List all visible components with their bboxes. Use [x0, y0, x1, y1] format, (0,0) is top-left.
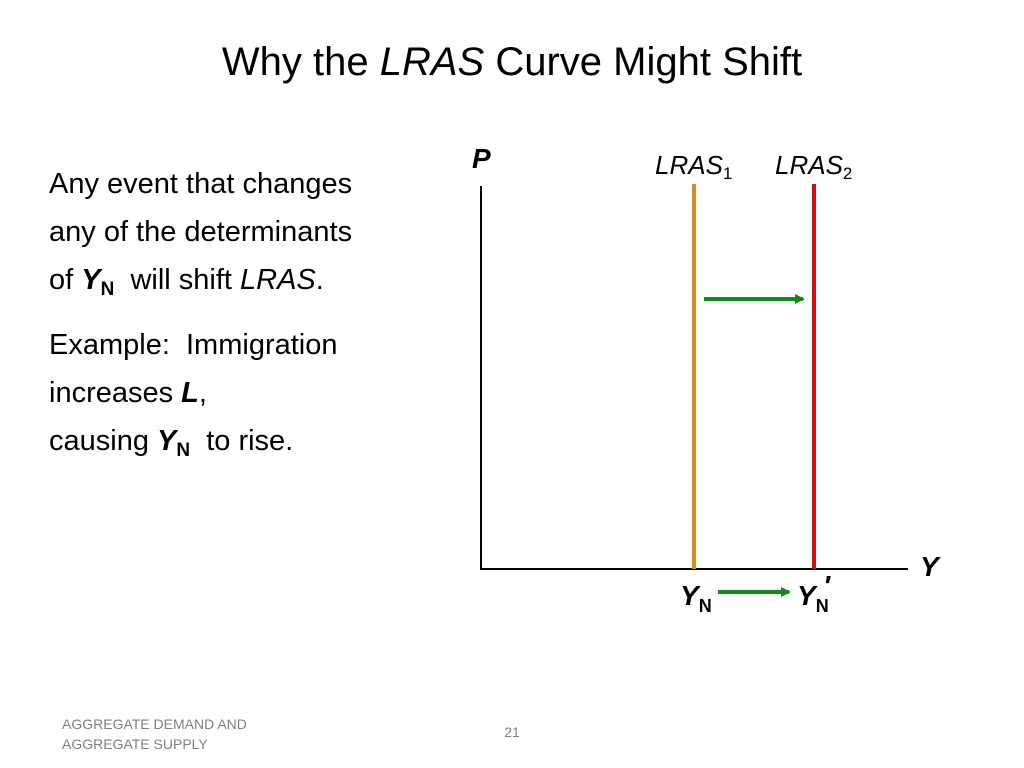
ynp-main: Y	[797, 580, 816, 611]
yn-main: Y	[680, 580, 699, 611]
footer-line2: AGGREGATE SUPPLY	[62, 736, 208, 752]
p1-line2: any of the determinants	[49, 216, 353, 248]
slide-title: Why the LRAS Curve Might Shift	[0, 40, 1024, 85]
lras1-label: LRAS1	[655, 150, 732, 184]
p2-n-subscript: N	[176, 440, 191, 461]
p1-line1: Any event that changes	[49, 168, 353, 200]
yn-subscript: N	[698, 596, 712, 616]
p2-causing: causing	[49, 425, 158, 457]
lras2-label: LRAS2	[775, 150, 852, 184]
ynp-prime: ′	[824, 570, 832, 601]
p1-of: of	[49, 264, 82, 296]
paragraph-2: Example: Immigration increases L, causin…	[49, 321, 449, 475]
lras2-name: LRAS	[775, 150, 843, 180]
page-number: 21	[504, 724, 520, 740]
p1-n-subscript: N	[100, 279, 115, 300]
p2-line1: Example: Immigration	[49, 329, 338, 361]
title-post: Curve Might Shift	[484, 40, 803, 84]
title-pre: Why the	[221, 40, 380, 84]
body-text: Any event that changes any of the determ…	[49, 160, 449, 482]
footer-left: AGGREGATE DEMAND AND AGGREGATE SUPPLY	[62, 714, 282, 754]
p1-end: .	[315, 264, 324, 296]
y-axis-label: P	[472, 143, 491, 174]
footer-line1: AGGREGATE DEMAND AND	[62, 716, 247, 732]
p2-l: L	[181, 377, 199, 409]
p2-y: Y	[157, 425, 177, 457]
x-axis-label: Y	[920, 551, 939, 582]
p2-increases: increases	[49, 377, 182, 409]
ynp-subscript: N	[815, 596, 829, 616]
p1-lras: LRAS	[240, 264, 316, 296]
lras1-subscript: 1	[722, 164, 733, 183]
yn-prime-tick-label: YN′	[797, 570, 835, 617]
paragraph-1: Any event that changes any of the determ…	[49, 160, 449, 314]
title-lras: LRAS	[379, 40, 485, 84]
p2-end: to rise.	[190, 425, 294, 457]
lras1-name: LRAS	[655, 150, 723, 180]
p1-mid: will shift	[114, 264, 241, 296]
lras2-subscript: 2	[842, 164, 853, 183]
yn-tick-label: YN	[680, 580, 712, 617]
p1-y: Y	[81, 264, 101, 296]
p2-comma: ,	[198, 377, 207, 409]
